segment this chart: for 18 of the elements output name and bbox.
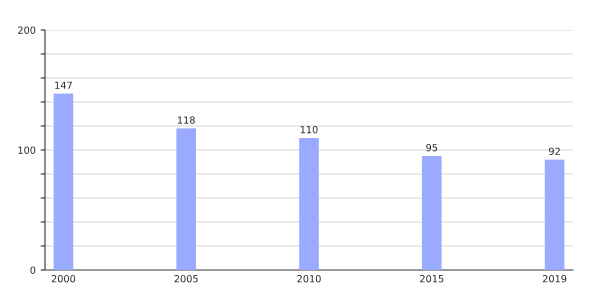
y-tick-label: 200 <box>18 26 36 34</box>
bar <box>54 94 74 270</box>
x-tick-label: 2010 <box>297 275 321 282</box>
data-label: 147 <box>55 82 72 89</box>
data-label: 92 <box>549 148 560 155</box>
x-tick-label: 2015 <box>420 275 444 282</box>
data-label: 95 <box>426 144 438 152</box>
bar <box>544 160 564 270</box>
x-tick-label: 2019 <box>542 275 566 282</box>
bar <box>176 128 196 270</box>
y-tick-label: 100 <box>18 146 36 154</box>
x-tick-label: 2000 <box>52 275 76 282</box>
y-tick-label: 0 <box>30 266 36 274</box>
bar <box>422 156 442 270</box>
bar <box>299 138 319 270</box>
data-label: 110 <box>300 126 318 134</box>
x-tick-label: 2005 <box>174 275 198 282</box>
data-label: 118 <box>178 116 195 124</box>
